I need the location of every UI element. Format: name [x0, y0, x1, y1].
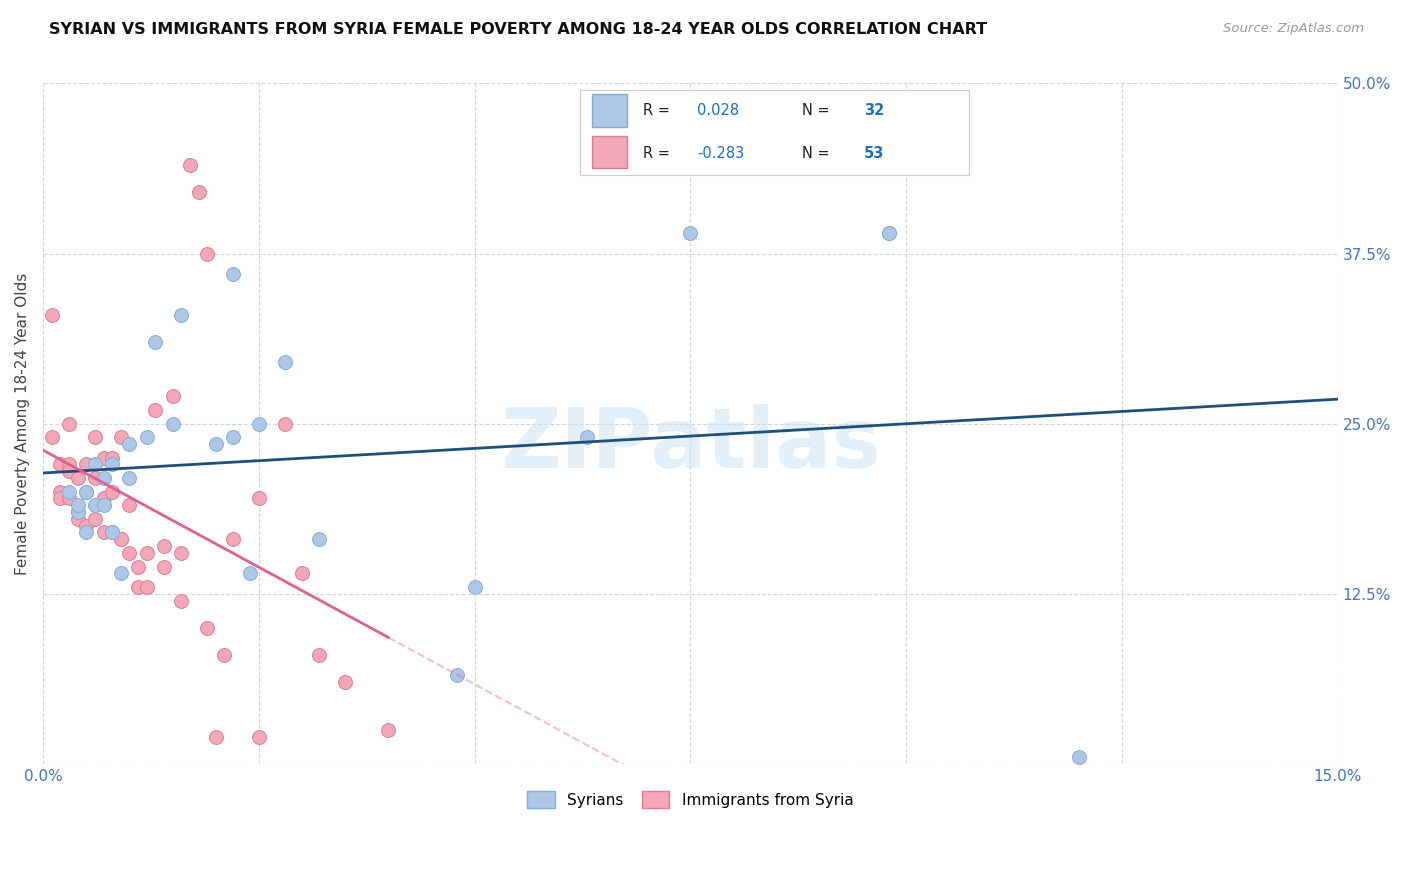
Point — [84, 512, 107, 526]
Point — [308, 533, 330, 547]
Point — [239, 566, 262, 581]
Point — [101, 484, 124, 499]
Point — [41, 308, 63, 322]
Point — [222, 267, 245, 281]
Point — [75, 484, 97, 499]
Point — [877, 226, 900, 240]
Point — [170, 308, 193, 322]
Point — [75, 518, 97, 533]
Point — [58, 484, 80, 499]
Text: SYRIAN VS IMMIGRANTS FROM SYRIA FEMALE POVERTY AMONG 18-24 YEAR OLDS CORRELATION: SYRIAN VS IMMIGRANTS FROM SYRIA FEMALE P… — [49, 22, 987, 37]
Point — [153, 539, 176, 553]
Point — [153, 559, 176, 574]
Point — [135, 580, 157, 594]
Text: Source: ZipAtlas.com: Source: ZipAtlas.com — [1223, 22, 1364, 36]
Point — [58, 491, 80, 506]
Point — [49, 484, 72, 499]
Point — [274, 417, 297, 431]
Point — [195, 621, 218, 635]
Point — [66, 471, 89, 485]
Point — [93, 450, 115, 465]
Point — [66, 505, 89, 519]
Point — [446, 668, 468, 682]
Point — [179, 158, 201, 172]
Point — [101, 525, 124, 540]
Point — [84, 498, 107, 512]
Point — [464, 580, 486, 594]
Point — [101, 458, 124, 472]
Point — [679, 226, 702, 240]
Legend: Syrians, Immigrants from Syria: Syrians, Immigrants from Syria — [522, 785, 859, 814]
Point — [101, 525, 124, 540]
Point — [66, 512, 89, 526]
Point — [377, 723, 399, 737]
Point — [222, 430, 245, 444]
Point — [214, 648, 236, 662]
Point — [247, 491, 270, 506]
Point — [145, 403, 167, 417]
Point — [195, 246, 218, 260]
Point — [110, 533, 132, 547]
Point — [93, 471, 115, 485]
Point — [84, 458, 107, 472]
Point — [170, 593, 193, 607]
Point — [247, 730, 270, 744]
Point — [575, 430, 598, 444]
Point — [335, 675, 357, 690]
Point — [118, 498, 141, 512]
Point — [204, 437, 226, 451]
Point — [84, 471, 107, 485]
Point — [118, 471, 141, 485]
Point — [58, 458, 80, 472]
Point — [110, 430, 132, 444]
Point — [118, 546, 141, 560]
Point — [1067, 750, 1090, 764]
Point — [49, 491, 72, 506]
Text: ZIPatlas: ZIPatlas — [501, 403, 882, 484]
Point — [308, 648, 330, 662]
Point — [162, 389, 184, 403]
Point — [204, 730, 226, 744]
Point — [101, 450, 124, 465]
Point — [127, 559, 149, 574]
Point — [145, 334, 167, 349]
Point — [41, 430, 63, 444]
Point — [291, 566, 314, 581]
Point — [49, 458, 72, 472]
Point — [58, 464, 80, 478]
Point — [75, 484, 97, 499]
Point — [274, 355, 297, 369]
Point — [170, 546, 193, 560]
Point — [222, 533, 245, 547]
Point — [162, 417, 184, 431]
Point — [135, 546, 157, 560]
Y-axis label: Female Poverty Among 18-24 Year Olds: Female Poverty Among 18-24 Year Olds — [15, 272, 30, 574]
Point — [93, 498, 115, 512]
Point — [93, 491, 115, 506]
Point — [877, 226, 900, 240]
Point — [135, 430, 157, 444]
Point — [110, 533, 132, 547]
Point — [187, 186, 209, 200]
Point — [93, 525, 115, 540]
Point — [66, 498, 89, 512]
Point — [247, 417, 270, 431]
Point — [84, 430, 107, 444]
Point — [58, 417, 80, 431]
Point — [66, 505, 89, 519]
Point — [127, 580, 149, 594]
Point — [110, 566, 132, 581]
Point — [75, 458, 97, 472]
Point — [75, 525, 97, 540]
Point — [118, 437, 141, 451]
